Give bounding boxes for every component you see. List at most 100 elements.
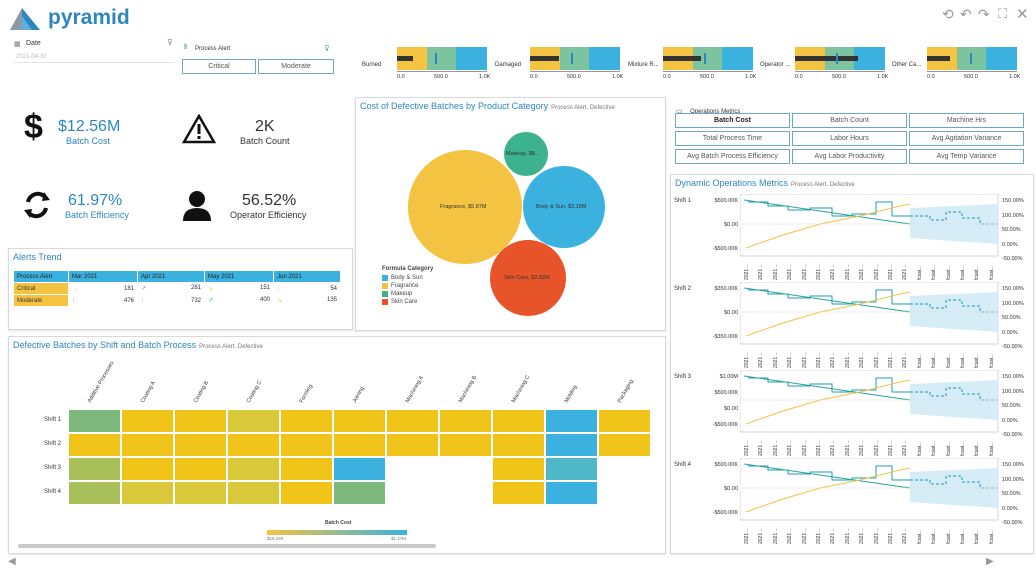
heatmap-cell[interactable] (333, 409, 386, 433)
heatmap-cell[interactable] (68, 433, 121, 457)
x-tick: 2021 ... (888, 527, 894, 544)
ops-metric-button[interactable]: Avg Labor Productivity (792, 149, 907, 164)
heatmap-cell[interactable] (174, 433, 227, 457)
heatmap-cell[interactable] (280, 409, 333, 433)
heatmap-title-wrap: Defective Batches by Shift and Batch Pro… (13, 340, 263, 350)
legend-body-sun[interactable]: Body & Sun (382, 274, 433, 282)
heatmap-cell[interactable] (333, 457, 386, 481)
heatmap-cell[interactable] (174, 481, 227, 505)
y-right-tick: -50.00% (1002, 520, 1023, 526)
heatmap-cell[interactable] (280, 457, 333, 481)
x-tick: fcast... (916, 529, 923, 544)
heatmap-cell[interactable] (545, 457, 598, 481)
heatmap-cell[interactable] (439, 433, 492, 457)
refresh-icon[interactable]: ⟲ (942, 6, 954, 22)
bullet-tick: 0.0 (663, 74, 671, 80)
heatmap-scrollbar[interactable] (18, 544, 436, 548)
bullet-axis (663, 71, 753, 72)
bullet-band (722, 47, 753, 70)
bullet-value-bar[interactable] (663, 56, 701, 61)
ops-metric-button[interactable]: Machine Hrs (909, 113, 1024, 128)
bubble-body-sun (523, 166, 605, 248)
arrow-right-icon: → (72, 285, 78, 292)
op-eff-label: Operator Efficiency (230, 210, 307, 220)
fullscreen-icon[interactable]: ⛶ (998, 6, 1008, 21)
x-tick: fcast... (960, 441, 966, 456)
redo-icon[interactable]: ↷ (978, 6, 990, 22)
heatmap-cell[interactable] (174, 457, 227, 481)
heatmap-cell[interactable] (492, 481, 545, 505)
heatmap-cell[interactable] (121, 481, 174, 505)
bullet-value-bar[interactable] (530, 56, 559, 61)
heatmap-cell[interactable] (545, 409, 598, 433)
heatmap-cell[interactable] (545, 433, 598, 457)
heatmap-cell[interactable] (68, 481, 121, 505)
heatmap-cell[interactable] (386, 433, 439, 457)
heatmap-cell[interactable] (492, 457, 545, 481)
heatmap-cell[interactable] (280, 481, 333, 505)
heatmap-cell[interactable] (545, 481, 598, 505)
ops-metric-button[interactable]: Avg Agitation Variance (909, 131, 1024, 146)
x-tick: 2021 ... (758, 439, 765, 456)
legend-fragrance[interactable]: Fragrance (382, 282, 433, 290)
heatmap-cell[interactable] (439, 409, 492, 433)
y-right-tick: 100.00% (1002, 388, 1024, 395)
undo-icon[interactable]: ↶ (960, 6, 972, 22)
heatmap-cell[interactable] (227, 457, 280, 481)
heatmap-cell[interactable] (174, 409, 227, 433)
heatmap-cell[interactable] (492, 433, 545, 457)
heatmap-cell[interactable] (386, 409, 439, 433)
heatmap-cell[interactable] (598, 409, 651, 433)
bullet-band (456, 47, 487, 70)
bullet-label: Operator ... (760, 62, 791, 68)
ops-metric-button[interactable]: Total Process Time (675, 131, 790, 146)
ops-metric-button[interactable]: Labor Hours (792, 131, 907, 146)
process-alert-moderate-button[interactable]: Moderate (258, 59, 334, 74)
alerts-col-apr: Apr 2021 (137, 270, 205, 283)
bullet-value-bar[interactable] (927, 56, 950, 61)
heatmap-cell[interactable] (121, 409, 174, 433)
process-alert-clear-icon[interactable]: ⊽ (324, 44, 330, 53)
dynamic-title: Dynamic Operations Metrics (675, 178, 789, 188)
x-tick: 2021 ... (772, 351, 779, 368)
heatmap-cell[interactable] (68, 409, 121, 433)
heatmap-cell[interactable] (227, 433, 280, 457)
alerts-value: 281 (190, 285, 201, 291)
heatmap-cell[interactable] (121, 457, 174, 481)
date-filter[interactable]: ▦ Date 2021-04-30 ⊽ (14, 38, 174, 64)
process-alert-critical-button[interactable]: Critical (182, 59, 256, 74)
ops-metric-button[interactable]: Avg Batch Process Efficiency (675, 149, 790, 164)
heatmap-cell[interactable] (598, 433, 651, 457)
close-icon[interactable]: ✕ (1016, 6, 1029, 23)
x-tick: fcast... (945, 265, 952, 280)
alerts-table: Process Alert Mar 2021 Apr 2021 May 2021… (13, 270, 341, 307)
ops-metric-button[interactable]: Avg Temp Variance (909, 149, 1024, 164)
scroll-right-icon[interactable]: ▶ (986, 556, 994, 567)
date-underline (14, 62, 174, 63)
x-tick: 2021 ... (844, 263, 851, 280)
y-left-tick: $500.00K (714, 390, 738, 396)
filter-clear-icon[interactable]: ⊽ (167, 38, 173, 47)
heatmap-cell[interactable] (280, 433, 333, 457)
heatmap-cell[interactable] (121, 433, 174, 457)
arrow-upright-icon: ↗ (141, 286, 147, 292)
heatmap-cell[interactable] (227, 481, 280, 505)
heatmap-cell[interactable] (68, 457, 121, 481)
ops-metric-button[interactable]: Batch Count (792, 113, 907, 128)
x-tick: 2021 ... (888, 263, 894, 280)
x-tick: 2021 ... (787, 351, 794, 368)
legend-skin-care[interactable]: Skin Care (382, 298, 433, 306)
y-right-tick: 0.00% (1002, 241, 1018, 248)
legend-makeup[interactable]: Makeup (382, 290, 433, 298)
heatmap-cell[interactable] (333, 481, 386, 505)
bullet-value-bar[interactable] (397, 56, 414, 61)
ops-metric-button[interactable]: Batch Cost (675, 113, 790, 128)
bullet-value-bar[interactable] (795, 56, 858, 61)
heatmap-cell[interactable] (333, 433, 386, 457)
heatmap-cell[interactable] (227, 409, 280, 433)
heatmap-cell[interactable] (492, 409, 545, 433)
bullet-tick: 500.0 (700, 74, 714, 80)
date-filter-value[interactable]: 2021-04-30 (16, 54, 47, 60)
scroll-left-icon[interactable]: ◀ (8, 556, 16, 567)
bullet-tick: 1.0K (612, 74, 624, 80)
